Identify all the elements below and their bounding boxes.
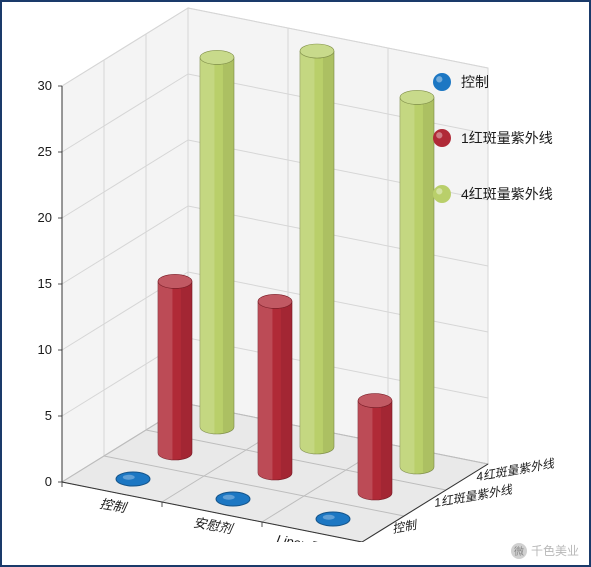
chart-frame: 051015202530控制安慰剂Lipex PreAct控制1红斑量紫外线4红… [0,0,591,567]
watermark-label: 千色美业 [531,542,579,559]
svg-text:控制: 控制 [461,74,489,90]
wechat-icon: 微 [511,543,527,559]
svg-text:15: 15 [38,276,52,291]
svg-text:25: 25 [38,144,52,159]
svg-text:安慰剂: 安慰剂 [192,515,235,537]
svg-text:5: 5 [45,408,52,423]
svg-text:1红斑量紫外线: 1红斑量紫外线 [461,130,553,146]
cylinder-bar-chart: 051015202530控制安慰剂Lipex PreAct控制1红斑量紫外线4红… [2,2,589,542]
svg-text:10: 10 [38,342,52,357]
svg-text:30: 30 [38,78,52,93]
svg-text:4红斑量紫外线: 4红斑量紫外线 [461,186,553,202]
svg-text:控制: 控制 [99,496,129,516]
svg-text:0: 0 [45,474,52,489]
svg-text:20: 20 [38,210,52,225]
watermark: 微 千色美业 [511,542,579,559]
